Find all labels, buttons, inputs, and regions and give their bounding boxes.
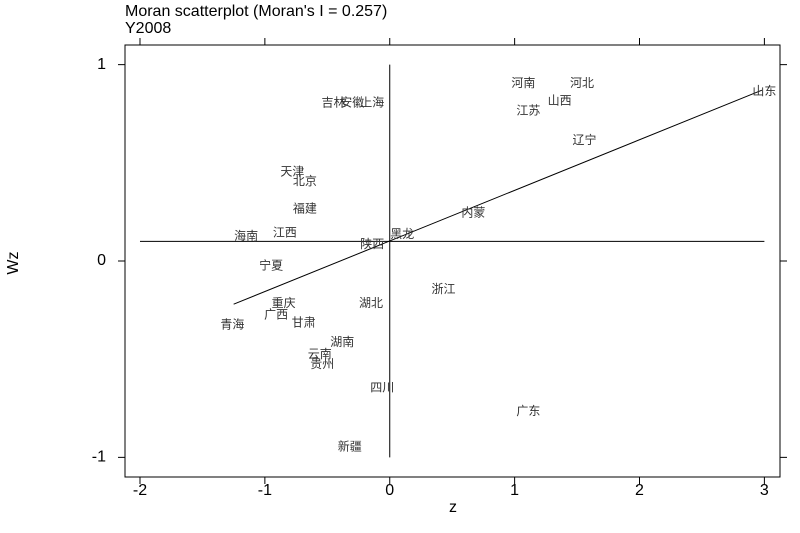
point-label: 福建	[293, 201, 317, 216]
point-label: 江西	[273, 225, 297, 239]
point-label: 山西	[548, 94, 572, 108]
point-label: 新疆	[338, 438, 362, 453]
x-tick-label: -1	[258, 482, 272, 499]
x-axis-label: z	[449, 499, 457, 516]
point-label: 辽宁	[573, 132, 597, 147]
point-label: 四川	[370, 380, 394, 394]
point-label: 安徽	[340, 95, 364, 110]
point-label: 海南	[234, 228, 258, 243]
point-label: 广西	[264, 308, 288, 322]
point-label: 贵州	[310, 357, 334, 371]
x-tick-label: 0	[385, 482, 394, 499]
point-label: 北京	[293, 174, 317, 188]
point-label: 湖北	[359, 295, 383, 310]
point-label: 云南	[308, 346, 332, 361]
y-tick-label: -1	[92, 449, 106, 466]
y-tick-label: 1	[97, 56, 106, 73]
point-label: 广东	[516, 404, 540, 418]
x-tick-label: 1	[510, 482, 519, 499]
point-label: 陕西	[360, 236, 384, 251]
point-label: 浙江	[431, 282, 455, 296]
point-label: 河北	[570, 76, 594, 90]
point-label: 上海	[360, 95, 384, 110]
plot-frame	[124, 44, 781, 478]
point-label: 湖南	[330, 334, 354, 349]
point-label: 青海	[220, 317, 244, 332]
point-label: 重庆	[272, 296, 296, 310]
x-tick-label: -2	[133, 482, 147, 499]
point-label: 内蒙	[461, 206, 485, 220]
chart-subtitle: Y2008	[125, 20, 171, 37]
x-tick-label: 3	[760, 482, 769, 499]
chart-title: Moran scatterplot (Moran's I = 0.257)	[125, 3, 387, 20]
point-label: 宁夏	[259, 258, 283, 273]
point-label: 黑龙	[390, 227, 414, 241]
point-label: 甘肃	[292, 316, 316, 330]
x-tick-label: 2	[635, 482, 644, 499]
y-axis-label: Wz	[5, 251, 22, 274]
point-label: 山东	[752, 84, 776, 98]
point-label: 河南	[511, 75, 535, 90]
y-tick-label: 0	[97, 252, 106, 269]
fit-line	[233, 89, 763, 305]
point-label: 吉林	[322, 96, 346, 110]
point-label: 天津	[280, 164, 304, 178]
point-label: 江苏	[516, 104, 540, 118]
